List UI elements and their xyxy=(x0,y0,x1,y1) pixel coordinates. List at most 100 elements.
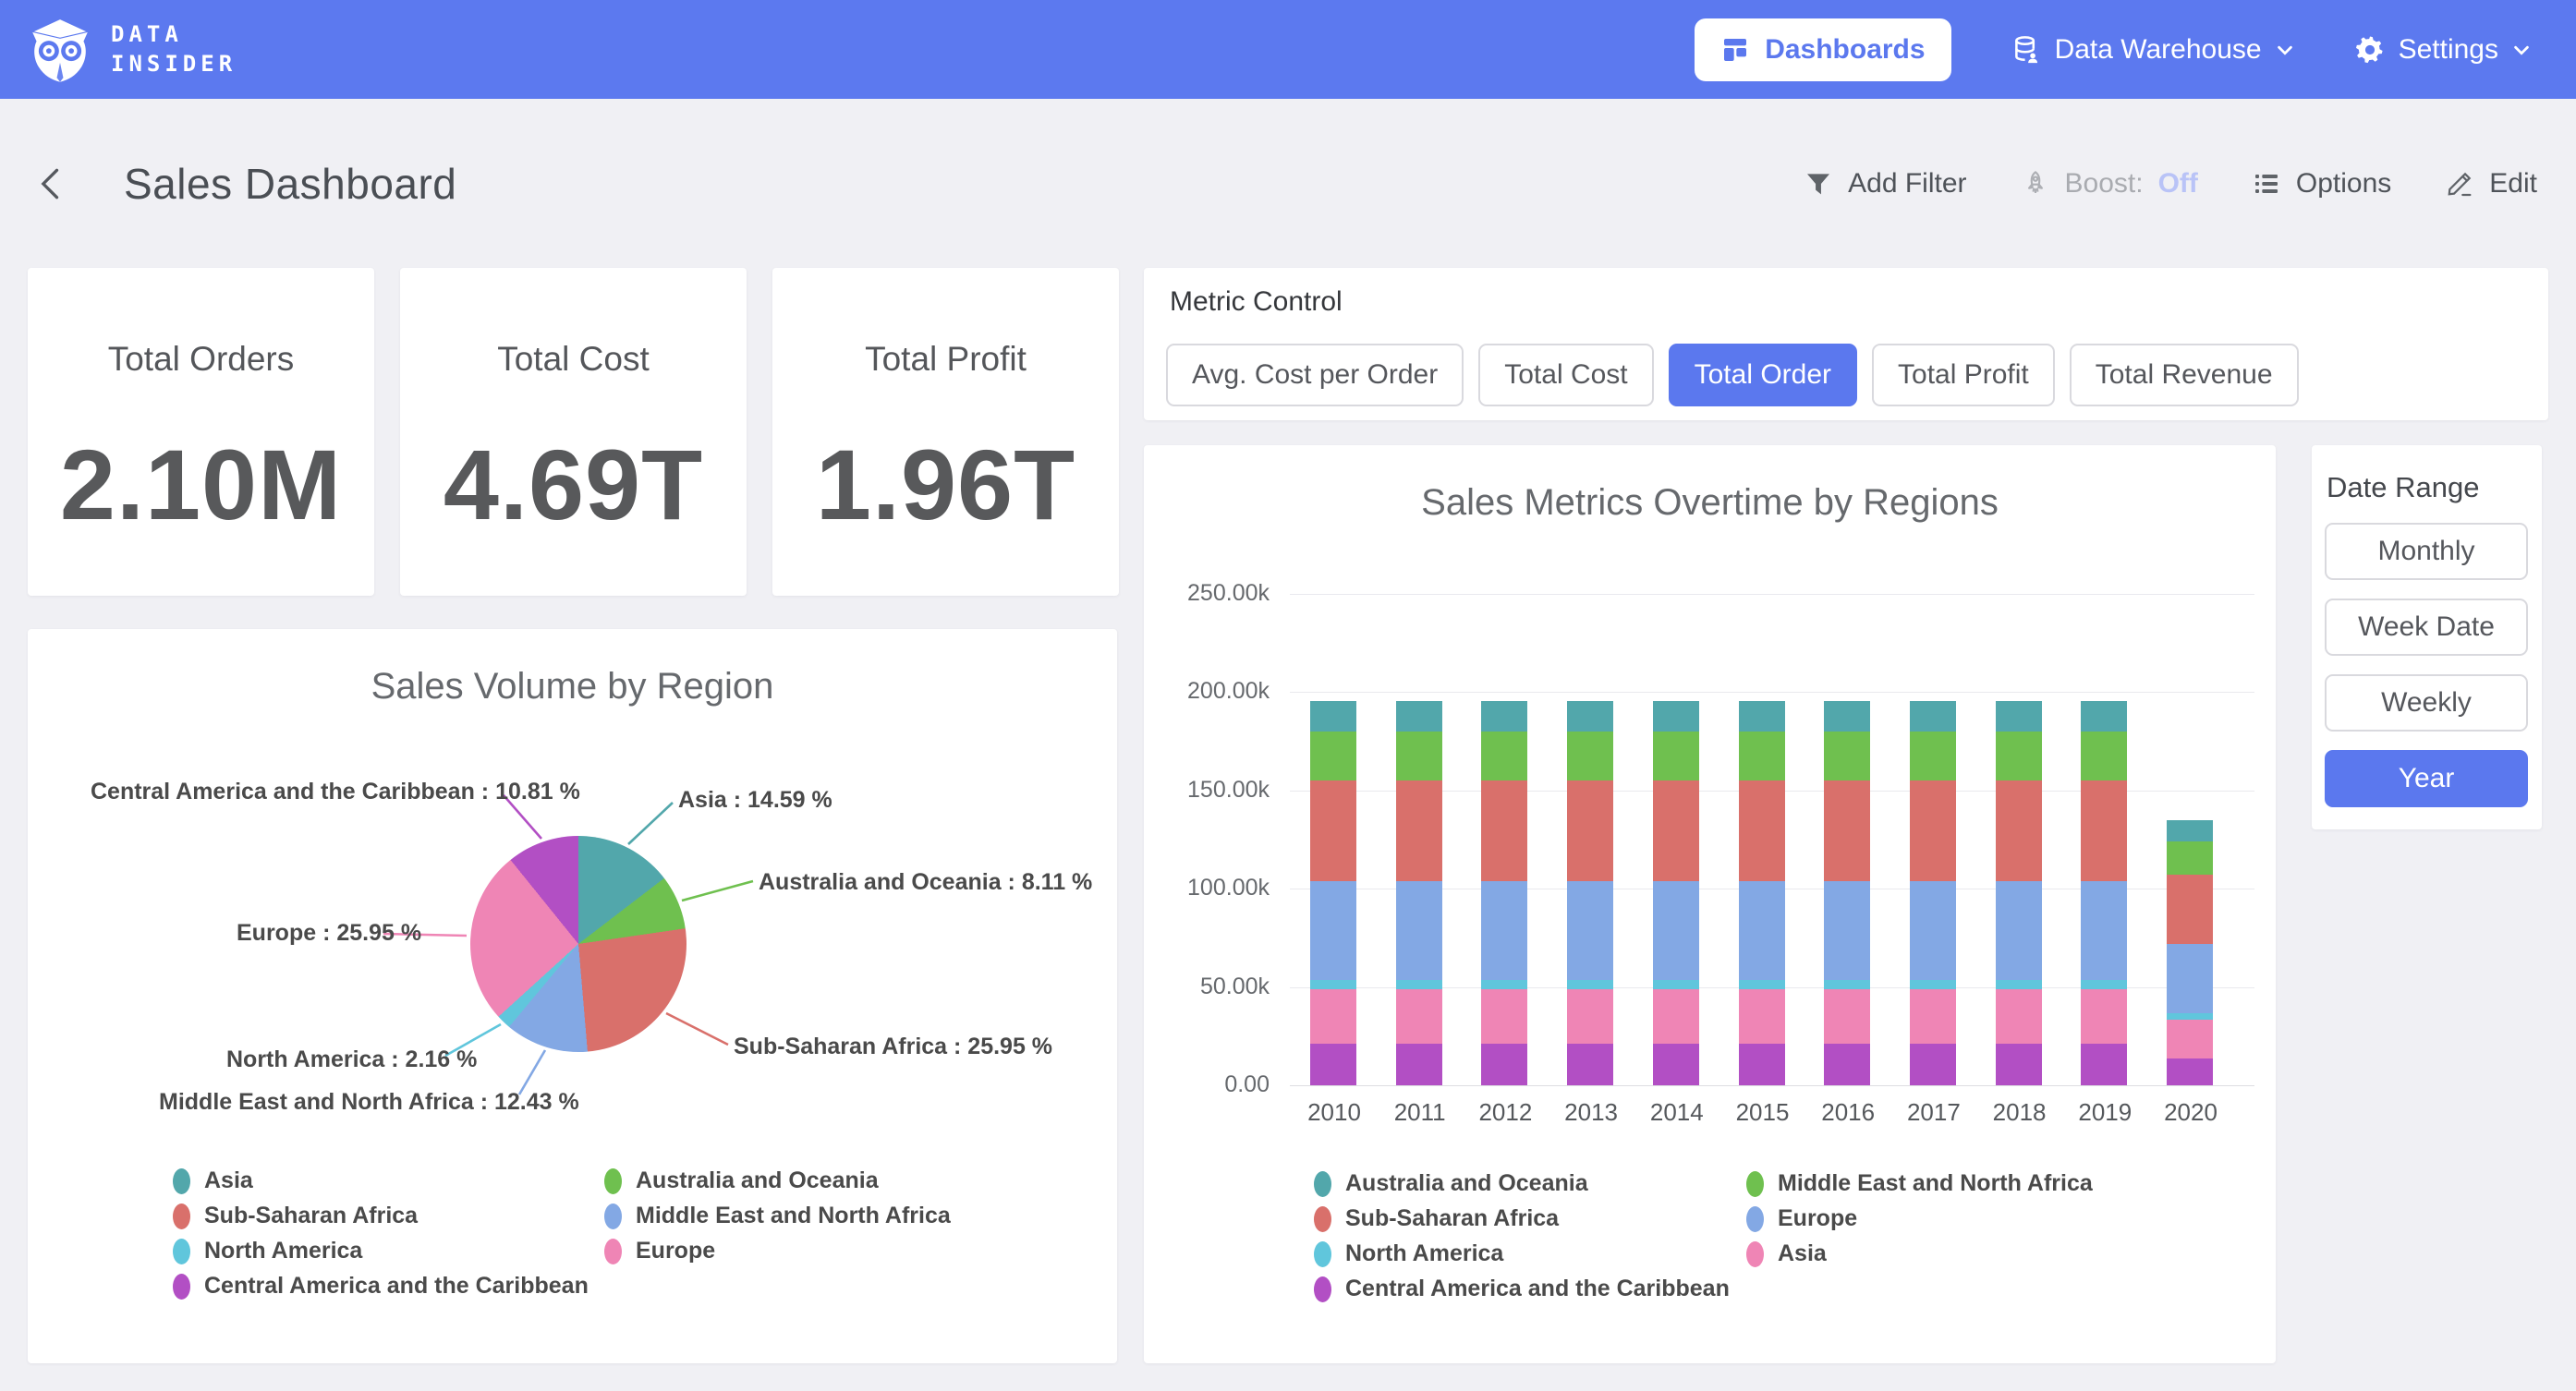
bar-segment-central-america-and-the-caribbean xyxy=(1739,1044,1785,1085)
legend-item-asia[interactable]: Asia xyxy=(173,1169,589,1192)
legend-swatch xyxy=(1314,1171,1331,1197)
bar-segment-central-america-and-the-caribbean xyxy=(1996,1044,2042,1085)
bar-2019[interactable] xyxy=(2081,701,2127,1085)
pie-callout-line xyxy=(666,1013,728,1045)
legend-label: Australia and Oceania xyxy=(636,1167,879,1194)
metric-control-card: Metric Control Avg. Cost per OrderTotal … xyxy=(1144,268,2548,420)
top-nav: DATA INSIDER Dashboards xyxy=(0,0,2576,99)
add-filter-label: Add Filter xyxy=(1848,168,1966,200)
pie-slice-label-central-america-and-the-caribbean: Central America and the Caribbean : 10.8… xyxy=(91,779,580,805)
nav-item-dashboards[interactable]: Dashboards xyxy=(1695,18,1950,81)
brand[interactable]: DATA INSIDER xyxy=(26,16,237,84)
bar-segment-europe xyxy=(2081,881,2127,980)
bar-segment-central-america-and-the-caribbean xyxy=(1310,1044,1356,1085)
pie-callout-line xyxy=(628,803,673,844)
nav-item-settings[interactable]: Settings xyxy=(2354,34,2532,66)
metric-button-total-profit[interactable]: Total Profit xyxy=(1872,344,2055,406)
legend-item-sub-saharan-africa[interactable]: Sub-Saharan Africa xyxy=(173,1204,589,1228)
bar-segment-asia xyxy=(1739,989,1785,1045)
bar-segment-europe xyxy=(1739,881,1785,980)
bar-segment-australia-and-oceania xyxy=(2081,701,2127,732)
brand-name: DATA INSIDER xyxy=(111,20,237,78)
metric-button-avg-cost-per-order[interactable]: Avg. Cost per Order xyxy=(1166,344,1464,406)
metric-control-buttons: Avg. Cost per OrderTotal Cost Total Order… xyxy=(1166,344,2299,406)
legend-item-middle-east-and-north-africa[interactable]: Middle East and North Africa xyxy=(604,1204,951,1228)
bar-segment-central-america-and-the-caribbean xyxy=(1481,1044,1527,1085)
chevron-down-icon xyxy=(2275,40,2295,60)
boost-toggle[interactable]: Boost: Off xyxy=(2021,168,2198,200)
bar-segment-europe xyxy=(1824,881,1870,980)
metric-control-title: Metric Control xyxy=(1170,286,1343,318)
legend-item-north-america[interactable]: North America xyxy=(173,1240,589,1263)
bar-2013[interactable] xyxy=(1567,701,1613,1085)
back-button[interactable] xyxy=(31,163,72,204)
bar-segment-australia-and-oceania xyxy=(1653,701,1699,732)
bar-segment-middle-east-and-north-africa xyxy=(2081,732,2127,780)
bar-segment-europe xyxy=(1996,881,2042,980)
bar-segment-australia-and-oceania xyxy=(1481,701,1527,732)
bar-segment-asia xyxy=(1824,989,1870,1045)
gridline xyxy=(1290,594,2254,595)
legend-item-asia[interactable]: Asia xyxy=(1746,1242,2093,1265)
legend-item-north-america[interactable]: North America xyxy=(1314,1242,1730,1265)
kpi-value: 4.69T xyxy=(444,427,703,542)
nav-item-data-warehouse[interactable]: Data Warehouse xyxy=(2011,34,2295,66)
legend-item-central-america-and-the-caribbean[interactable]: Central America and the Caribbean xyxy=(1314,1277,1730,1300)
bar-2016[interactable] xyxy=(1824,701,1870,1085)
y-axis-tick-label: 50.00k xyxy=(1144,974,1270,1000)
legend-item-sub-saharan-africa[interactable]: Sub-Saharan Africa xyxy=(1314,1207,1730,1230)
metric-button-total-cost[interactable]: Total Cost xyxy=(1478,344,1653,406)
date-range-buttons: Monthly Week Date Weekly Year xyxy=(2325,523,2528,807)
bar-2018[interactable] xyxy=(1996,701,2042,1085)
bar-2014[interactable] xyxy=(1653,701,1699,1085)
add-filter-button[interactable]: Add Filter xyxy=(1804,168,1966,200)
pie-slice-label-asia: Asia : 14.59 % xyxy=(678,787,832,814)
date-range-button-year[interactable]: Year xyxy=(2325,750,2528,807)
date-range-button-monthly[interactable]: Monthly xyxy=(2325,523,2528,580)
pie-legend-column-1: Asia Sub-Saharan Africa North America Centr… xyxy=(173,1169,589,1298)
legend-label: Middle East and North Africa xyxy=(1778,1170,2093,1197)
boost-state: Off xyxy=(2158,168,2198,200)
bar-2020[interactable] xyxy=(2167,820,2213,1085)
legend-item-middle-east-and-north-africa[interactable]: Middle East and North Africa xyxy=(1746,1172,2093,1195)
date-range-card: Date Range MonthlyWeek DateWeeklyYear xyxy=(2312,445,2542,829)
gridline xyxy=(1290,692,2254,693)
bar-2017[interactable] xyxy=(1910,701,1956,1085)
date-range-button-weekly[interactable]: Weekly xyxy=(2325,674,2528,732)
kpi-value: 2.10M xyxy=(60,427,342,542)
legend-item-europe[interactable]: Europe xyxy=(604,1240,951,1263)
legend-item-australia-and-oceania[interactable]: Australia and Oceania xyxy=(1314,1172,1730,1195)
bar-segment-north-america xyxy=(1567,980,1613,989)
bar-segment-central-america-and-the-caribbean xyxy=(1910,1044,1956,1085)
x-axis-label-2011: 2011 xyxy=(1377,1098,1464,1127)
bar-segment-australia-and-oceania xyxy=(1739,701,1785,732)
bar-chart-title: Sales Metrics Overtime by Regions xyxy=(1144,482,2276,524)
kpi-card-total-cost: Total Cost4.69T xyxy=(400,268,747,596)
pie-slice-label-middle-east-and-north-africa: Middle East and North Africa : 12.43 % xyxy=(159,1089,579,1116)
bar-segment-sub-saharan-africa xyxy=(1996,780,2042,881)
metric-button-total-order[interactable]: Total Order xyxy=(1669,344,1857,406)
bar-segment-sub-saharan-africa xyxy=(2167,875,2213,943)
date-range-button-week-date[interactable]: Week Date xyxy=(2325,599,2528,656)
bar-segment-middle-east-and-north-africa xyxy=(1910,732,1956,780)
legend-item-australia-and-oceania[interactable]: Australia and Oceania xyxy=(604,1169,951,1192)
bar-segment-australia-and-oceania xyxy=(1910,701,1956,732)
x-axis-label-2019: 2019 xyxy=(2061,1098,2148,1127)
bar-2012[interactable] xyxy=(1481,701,1527,1085)
bar-segment-sub-saharan-africa xyxy=(1567,780,1613,881)
bar-2015[interactable] xyxy=(1739,701,1785,1085)
bar-segment-europe xyxy=(1396,881,1442,980)
bar-segment-asia xyxy=(1567,989,1613,1045)
bar-segment-australia-and-oceania xyxy=(1310,701,1356,732)
legend-item-europe[interactable]: Europe xyxy=(1746,1207,2093,1230)
metric-button-total-revenue[interactable]: Total Revenue xyxy=(2070,344,2299,406)
bar-2011[interactable] xyxy=(1396,701,1442,1085)
y-axis-tick-label: 100.00k xyxy=(1144,875,1270,901)
pie-chart[interactable] xyxy=(470,836,687,1052)
edit-button[interactable]: Edit xyxy=(2445,168,2537,200)
options-button[interactable]: Options xyxy=(2252,168,2391,200)
bar-2010[interactable] xyxy=(1310,701,1356,1085)
bar-segment-central-america-and-the-caribbean xyxy=(1567,1044,1613,1085)
legend-item-central-america-and-the-caribbean[interactable]: Central America and the Caribbean xyxy=(173,1275,589,1298)
x-axis-label-2013: 2013 xyxy=(1548,1098,1634,1127)
